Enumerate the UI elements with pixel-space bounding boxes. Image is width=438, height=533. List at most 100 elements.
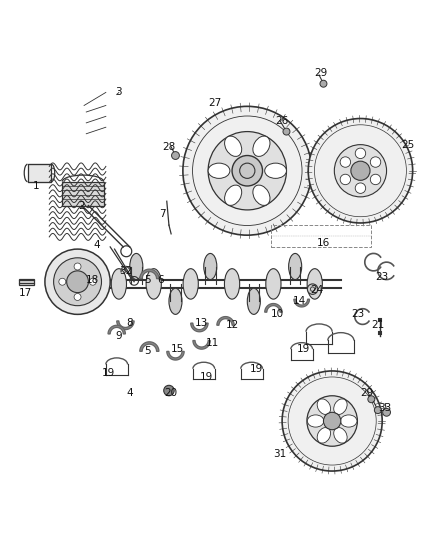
Text: 18: 18: [86, 274, 99, 285]
Circle shape: [383, 408, 391, 416]
Text: 5: 5: [144, 346, 151, 357]
Circle shape: [74, 263, 81, 270]
Text: 8: 8: [127, 318, 133, 328]
Circle shape: [164, 385, 174, 396]
Ellipse shape: [340, 415, 357, 427]
Text: 19: 19: [199, 373, 212, 383]
Circle shape: [355, 183, 366, 193]
Circle shape: [59, 278, 66, 285]
Text: 24: 24: [310, 286, 324, 295]
Circle shape: [307, 396, 357, 446]
Polygon shape: [191, 323, 208, 332]
Ellipse shape: [146, 269, 161, 299]
Text: 14: 14: [293, 296, 306, 306]
Circle shape: [368, 396, 375, 403]
Text: 29: 29: [360, 387, 374, 398]
Circle shape: [307, 284, 318, 294]
Text: 10: 10: [271, 309, 284, 319]
Ellipse shape: [289, 254, 302, 279]
Ellipse shape: [224, 269, 240, 299]
Polygon shape: [108, 325, 125, 334]
Circle shape: [308, 118, 413, 223]
Ellipse shape: [317, 427, 331, 443]
Ellipse shape: [130, 254, 143, 279]
Circle shape: [355, 148, 366, 158]
Ellipse shape: [317, 399, 331, 415]
Text: 7: 7: [159, 209, 166, 219]
Text: 5: 5: [144, 276, 151, 286]
Text: 2: 2: [78, 200, 85, 211]
Circle shape: [323, 413, 341, 430]
Circle shape: [74, 294, 81, 301]
Polygon shape: [294, 299, 310, 307]
Text: 25: 25: [402, 140, 415, 150]
Text: 19: 19: [101, 368, 115, 378]
Text: 3: 3: [116, 87, 122, 98]
Circle shape: [283, 128, 290, 135]
Text: 23: 23: [352, 309, 365, 319]
Ellipse shape: [169, 288, 182, 314]
Text: 4: 4: [127, 387, 133, 398]
Circle shape: [172, 151, 180, 159]
Circle shape: [334, 144, 387, 197]
Ellipse shape: [253, 136, 270, 156]
Text: 6: 6: [157, 276, 163, 286]
Polygon shape: [193, 341, 210, 349]
Ellipse shape: [334, 427, 347, 443]
Text: 33: 33: [378, 403, 391, 413]
Circle shape: [183, 107, 312, 235]
Text: 11: 11: [206, 338, 219, 348]
Text: 19: 19: [297, 344, 311, 354]
Polygon shape: [19, 279, 34, 285]
Ellipse shape: [266, 269, 281, 299]
Ellipse shape: [183, 269, 198, 299]
Circle shape: [370, 174, 381, 184]
Ellipse shape: [265, 163, 286, 179]
Text: 20: 20: [165, 387, 178, 398]
Text: 9: 9: [116, 331, 122, 341]
Text: 13: 13: [195, 318, 208, 328]
Polygon shape: [28, 164, 51, 182]
Polygon shape: [140, 269, 159, 279]
Text: 32: 32: [119, 266, 132, 276]
Text: 31: 31: [273, 449, 286, 458]
Text: 16: 16: [317, 238, 330, 247]
Circle shape: [89, 278, 96, 285]
Circle shape: [232, 156, 262, 186]
Ellipse shape: [208, 163, 230, 179]
Polygon shape: [140, 342, 159, 351]
Text: 12: 12: [226, 320, 239, 330]
Polygon shape: [62, 182, 104, 206]
Circle shape: [340, 157, 350, 167]
Text: 27: 27: [208, 98, 221, 108]
Ellipse shape: [307, 415, 324, 427]
Text: 23: 23: [375, 272, 389, 282]
Polygon shape: [265, 303, 282, 312]
Polygon shape: [117, 321, 134, 329]
Text: 15: 15: [171, 344, 184, 354]
Ellipse shape: [225, 185, 242, 205]
Text: 26: 26: [276, 116, 289, 126]
Ellipse shape: [111, 269, 127, 299]
Ellipse shape: [253, 185, 270, 205]
Circle shape: [45, 249, 110, 314]
Text: 19: 19: [249, 364, 263, 374]
Circle shape: [351, 161, 370, 180]
Circle shape: [320, 80, 327, 87]
Text: 4: 4: [94, 240, 100, 250]
Text: 1: 1: [33, 181, 39, 191]
Circle shape: [374, 407, 381, 414]
Text: 17: 17: [19, 288, 32, 297]
Circle shape: [282, 371, 382, 471]
Circle shape: [67, 271, 88, 293]
Circle shape: [208, 132, 286, 210]
Text: 28: 28: [162, 142, 176, 152]
Circle shape: [340, 174, 350, 184]
Ellipse shape: [247, 288, 260, 314]
Circle shape: [370, 157, 381, 167]
Circle shape: [53, 258, 102, 305]
Text: 29: 29: [314, 68, 328, 78]
Ellipse shape: [334, 399, 347, 415]
Polygon shape: [167, 351, 184, 360]
Ellipse shape: [225, 136, 242, 156]
